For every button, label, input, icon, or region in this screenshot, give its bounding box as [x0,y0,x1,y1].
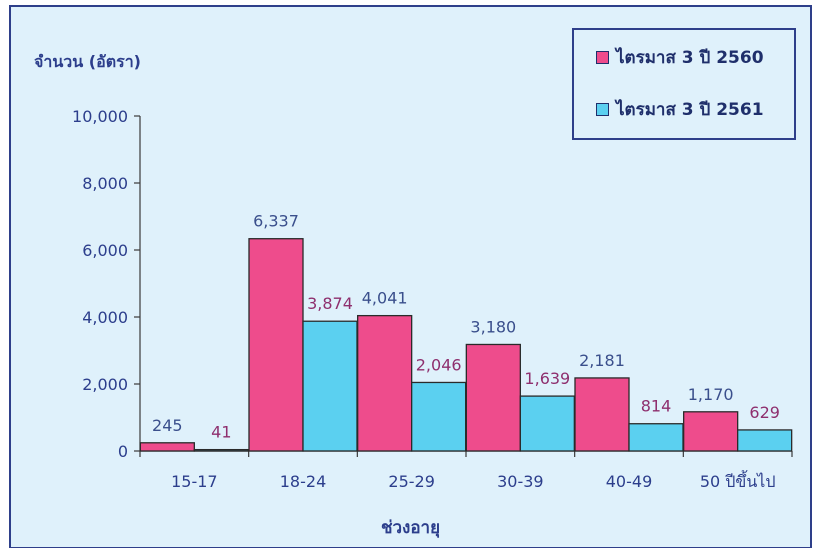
y-tick-label: 0 [118,442,128,461]
data-label-2560-4: 2,181 [579,351,625,370]
bar-2561-3 [519,395,575,452]
data-label-2561-5: 629 [749,403,780,422]
x-tick-label: 25-29 [388,472,435,491]
bar-2561-0 [193,448,249,452]
data-label-2560-3: 3,180 [470,317,516,336]
x-tick-label: 50 ปีขึ้นไป [700,470,776,491]
data-label-2560-1: 6,337 [253,212,299,231]
y-tick-label: 10,000 [72,107,128,126]
x-tick-label: 18-24 [280,472,327,491]
y-axis-label: จำนวน (อัตรา) [34,52,141,71]
data-label-2560-5: 1,170 [688,385,734,404]
bar-2560-5 [683,411,739,452]
x-tick-label: 15-17 [171,472,218,491]
data-label-2560-0: 245 [152,416,183,435]
legend: ไตรมาส 3 ปี 2560 ไตรมาส 3 ปี 2561 [572,28,796,140]
legend-item-2560: ไตรมาส 3 ปี 2560 [596,44,764,71]
bar-2561-1 [302,320,358,452]
bar-2560-3 [465,343,521,452]
legend-swatch-2560 [596,51,609,64]
data-label-2561-4: 814 [641,397,672,416]
legend-label-2560: ไตรมาส 3 ปี 2560 [616,48,764,68]
y-tick-label: 4,000 [82,308,128,327]
data-label-2560-2: 4,041 [362,289,408,308]
legend-label-2561: ไตรมาส 3 ปี 2561 [616,100,764,120]
y-tick-label: 2,000 [82,375,128,394]
y-tick-label: 6,000 [82,241,128,260]
legend-swatch-2561 [596,103,609,116]
bar-2560-4 [574,377,630,452]
bar-2560-2 [357,314,413,452]
data-label-2561-3: 1,639 [524,369,570,388]
data-label-2561-2: 2,046 [416,355,462,374]
x-axis-label: ช่วงอายุ [380,518,441,538]
bar-2561-2 [411,381,467,452]
x-tick-label: 30-39 [497,472,544,491]
bar-2560-1 [248,238,304,452]
bar-2560-0 [139,442,195,452]
x-tick-label: 40-49 [606,472,653,491]
legend-item-2561: ไตรมาส 3 ปี 2561 [596,96,764,123]
bar-2561-4 [628,423,684,452]
bar-2561-5 [737,429,793,452]
data-label-2561-1: 3,874 [307,294,353,313]
data-label-2561-0: 41 [211,423,231,442]
y-tick-label: 8,000 [82,174,128,193]
